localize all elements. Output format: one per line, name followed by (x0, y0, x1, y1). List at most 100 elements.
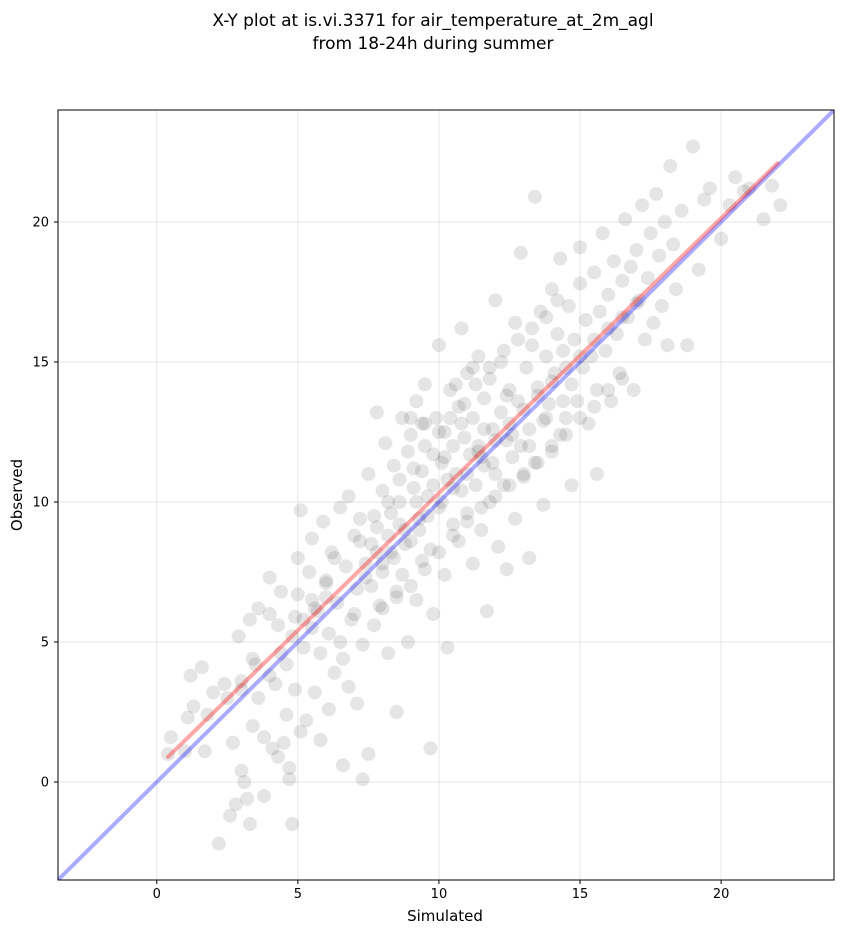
scatter-point (499, 433, 514, 448)
scatter-point (426, 447, 441, 462)
scatter-point (273, 646, 288, 661)
scatter-point (601, 383, 616, 397)
scatter-point (533, 304, 548, 319)
scatter-point (496, 343, 511, 358)
scatter-point (477, 391, 492, 406)
scatter-point (629, 243, 644, 257)
scatter-point (742, 181, 757, 196)
scatter-point (251, 601, 266, 616)
scatter-point (601, 321, 616, 336)
scatter-point (510, 332, 525, 347)
scatter-point (666, 237, 681, 252)
scatter-point (234, 674, 249, 689)
scatter-point (392, 472, 407, 487)
y-tick-label-1: 5 (41, 636, 49, 651)
scatter-point (643, 226, 658, 241)
scatter-point (527, 455, 542, 470)
scatter-point (462, 447, 477, 462)
scatter-point (409, 495, 424, 509)
scatter-point (446, 528, 461, 543)
scatter-point (333, 500, 348, 515)
scatter-point (556, 394, 571, 409)
scatter-point (392, 495, 407, 509)
scatter-point (417, 439, 432, 453)
scatter-point (392, 517, 407, 532)
scatter-point (415, 553, 430, 568)
y-tick-label-3: 15 (32, 356, 49, 371)
scatter-point (437, 567, 452, 582)
scatter-point (612, 366, 627, 381)
scatter-point (460, 514, 475, 529)
scatter-point (186, 699, 201, 714)
scatter-point (496, 478, 511, 493)
scatter-point (383, 545, 398, 560)
scatter-point (595, 226, 610, 241)
scatter-point (242, 817, 257, 831)
scatter-point (395, 411, 410, 425)
scatter-point (446, 517, 461, 532)
scatter-point (183, 668, 198, 683)
scatter-point (615, 371, 630, 386)
scatter-point (336, 651, 351, 666)
scatter-point (383, 506, 398, 521)
scatter-point (589, 467, 604, 481)
scatter-point (474, 450, 489, 465)
scatter-point (271, 749, 286, 764)
scatter-point (457, 430, 472, 445)
chart-title-line-2: from 18-24h during summer (313, 34, 554, 54)
scatter-point (728, 170, 743, 185)
scatter-point (375, 483, 390, 498)
scatter-point (615, 273, 630, 288)
scatter-point (488, 489, 503, 504)
scatter-point (234, 763, 249, 778)
x-tick-label-3: 15 (572, 887, 589, 902)
scatter-point (273, 584, 288, 599)
scatter-point (519, 360, 534, 375)
scatter-point (460, 366, 475, 381)
scatter-point (539, 310, 554, 325)
scatter-point (722, 198, 737, 213)
scatter-point (510, 394, 525, 409)
scatter-point (262, 570, 277, 585)
scatter-point (364, 537, 379, 551)
scatter-point (415, 464, 430, 479)
scatter-point (502, 478, 517, 493)
scatter-point (587, 265, 602, 280)
scatter-point (637, 332, 652, 347)
scatter-point (279, 657, 294, 672)
scatter-point (502, 383, 517, 397)
scatter-point (482, 495, 497, 509)
scatter-point (494, 355, 509, 369)
scatter-point (516, 469, 531, 484)
scatter-point (471, 439, 486, 453)
scatter-point (550, 293, 565, 308)
scatter-point (513, 439, 528, 453)
scatter-point (448, 377, 463, 392)
y-tick-label-0: 0 (41, 776, 49, 791)
scatter-point (465, 411, 480, 425)
scatter-point (231, 629, 246, 644)
scatter-point (635, 198, 650, 213)
scatter-point (296, 640, 311, 655)
scatter-point (570, 394, 585, 409)
scatter-point (508, 511, 523, 526)
x-tick-label-0: 0 (153, 887, 161, 902)
scatter-point (448, 467, 463, 481)
scatter-point (321, 702, 336, 717)
scatter-point (499, 388, 514, 403)
scatter-point (530, 388, 545, 403)
scatter-point (406, 461, 421, 476)
scatter-point (228, 797, 243, 812)
scatter-point (426, 478, 441, 493)
scatter-point (446, 439, 461, 453)
fit-line (166, 161, 780, 759)
scatter-point (482, 371, 497, 386)
scatter-point (558, 427, 573, 442)
scatter-point (544, 444, 559, 459)
scatter-point (420, 489, 435, 504)
scatter-point (409, 593, 424, 607)
scatter-point (525, 338, 540, 353)
scatter-points (161, 139, 788, 851)
scatter-point (649, 187, 664, 201)
